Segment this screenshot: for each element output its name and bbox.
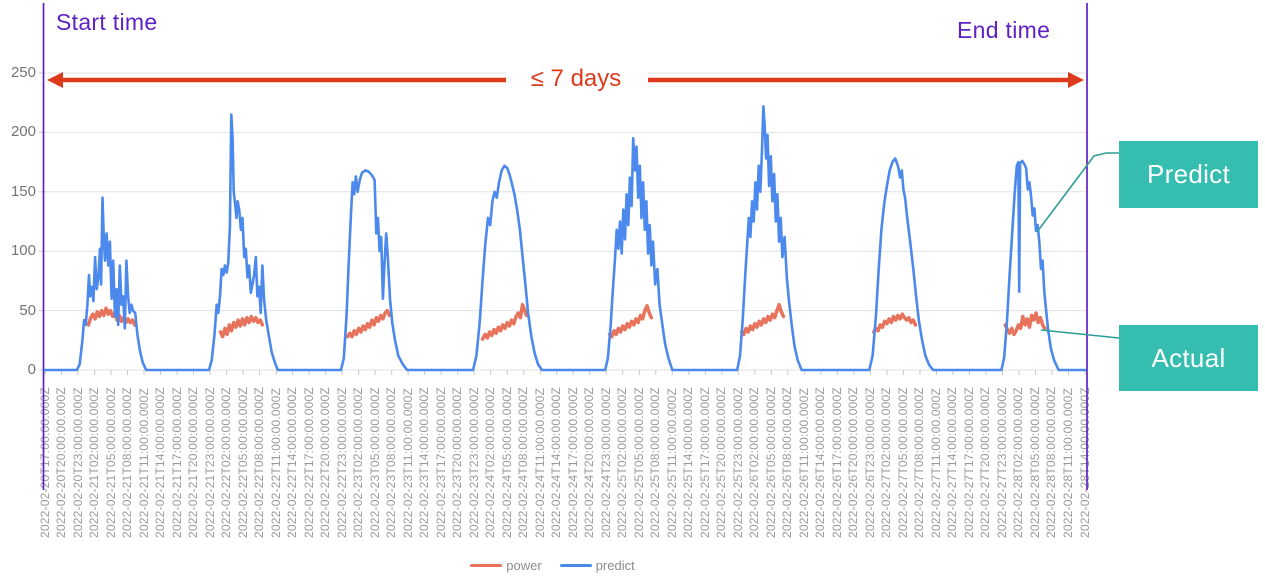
power-line bbox=[86, 306, 137, 327]
x-axis-label: 2022-02-22T05:00:00.000Z bbox=[235, 387, 250, 538]
x-axis-label: 2022-02-23T05:00:00.000Z bbox=[367, 387, 382, 538]
x-axis-label: 2022-02-22T11:00:00.000Z bbox=[268, 387, 283, 538]
x-axis-label: 2022-02-22T14:00:00.000Z bbox=[285, 387, 300, 538]
x-axis-label: 2022-02-26T02:00:00.000Z bbox=[747, 387, 762, 538]
x-axis-label: 2022-02-25T02:00:00.000Z bbox=[615, 387, 630, 538]
x-axis-label: 2022-02-25T20:00:00.000Z bbox=[714, 387, 729, 538]
x-axis-label: 2022-02-21T08:00:00.000Z bbox=[120, 387, 135, 538]
legend-swatch-power bbox=[470, 564, 503, 567]
power-line bbox=[739, 302, 786, 337]
x-axis-label: 2022-02-27T08:00:00.000Z bbox=[912, 387, 927, 538]
legend-swatch-predict bbox=[559, 564, 592, 567]
power-line bbox=[345, 308, 392, 339]
x-axis-label: 2022-02-24T20:00:00.000Z bbox=[582, 387, 597, 538]
x-axis-label: 2022-02-28T08:00:00.000Z bbox=[1044, 387, 1059, 538]
x-axis-label: 2022-02-21T02:00:00.000Z bbox=[87, 387, 102, 538]
x-axis-label: 2022-02-23T20:00:00.000Z bbox=[450, 387, 465, 538]
x-axis-label: 2022-02-26T05:00:00.000Z bbox=[763, 387, 778, 538]
x-axis-label: 2022-02-25T23:00:00.000Z bbox=[730, 387, 745, 538]
y-axis-label: 0 bbox=[27, 361, 36, 378]
start-time-label: Start time bbox=[56, 9, 158, 35]
x-axis-label: 2022-02-27T14:00:00.000Z bbox=[945, 387, 960, 538]
x-axis-label: 2022-02-23T02:00:00.000Z bbox=[351, 387, 366, 538]
chart-legend: power predict bbox=[0, 558, 1105, 573]
x-axis-label: 2022-02-21T11:00:00.000Z bbox=[136, 387, 151, 538]
predict-callout-label: Predict bbox=[1146, 159, 1231, 189]
power-line bbox=[218, 314, 265, 339]
x-axis-label: 2022-02-22T20:00:00.000Z bbox=[318, 387, 333, 538]
legend-item-power[interactable]: power bbox=[470, 558, 542, 573]
power-line bbox=[871, 312, 918, 334]
x-axis-label: 2022-02-27T02:00:00.000Z bbox=[879, 387, 894, 538]
x-axis-label: 2022-02-26T20:00:00.000Z bbox=[846, 387, 861, 538]
y-axis-label: 150 bbox=[10, 182, 36, 200]
x-axis-label: 2022-02-26T23:00:00.000Z bbox=[862, 387, 877, 538]
x-axis-label: 2022-02-26T14:00:00.000Z bbox=[813, 387, 828, 538]
x-axis-label: 2022-02-24T14:00:00.000Z bbox=[549, 387, 564, 538]
x-axis-label: 2022-02-28T11:00:00.000Z bbox=[1060, 387, 1075, 538]
x-axis-label: 2022-02-24T11:00:00.000Z bbox=[532, 387, 547, 538]
power-line bbox=[1003, 311, 1047, 337]
actual-callout-box: Actual bbox=[1119, 325, 1258, 391]
x-axis-label: 2022-02-21T14:00:00.000Z bbox=[153, 387, 168, 538]
y-axis-label: 200 bbox=[10, 123, 36, 141]
x-axis-label: 2022-02-23T14:00:00.000Z bbox=[417, 387, 432, 538]
end-time-label: End time bbox=[957, 17, 1051, 43]
legend-label-predict: predict bbox=[595, 558, 635, 573]
x-axis-label: 2022-02-21T23:00:00.000Z bbox=[202, 387, 217, 538]
x-axis-label: 2022-02-25T08:00:00.000Z bbox=[648, 387, 663, 538]
range-arrow-head-right bbox=[1068, 72, 1084, 88]
range-arrow-head-left bbox=[47, 72, 63, 88]
x-axis-label: 2022-02-27T23:00:00.000Z bbox=[994, 387, 1009, 538]
x-axis-label: 2022-02-23T23:00:00.000Z bbox=[466, 387, 481, 538]
x-axis-label: 2022-02-28T02:00:00.000Z bbox=[1011, 387, 1026, 538]
legend-label-power: power bbox=[506, 558, 542, 573]
x-axis-label: 2022-02-22T02:00:00.000Z bbox=[219, 387, 234, 538]
predict-connector-line bbox=[1036, 152, 1119, 233]
x-axis-label: 2022-02-22T17:00:00.000Z bbox=[301, 387, 316, 538]
x-axis-label: 2022-02-25T14:00:00.000Z bbox=[681, 387, 696, 538]
x-axis-label: 2022-02-20T23:00:00.000Z bbox=[70, 387, 85, 538]
predict-callout-box: Predict bbox=[1119, 141, 1258, 208]
x-axis-label: 2022-02-24T17:00:00.000Z bbox=[565, 387, 580, 538]
x-axis-label: 2022-02-22T08:00:00.000Z bbox=[252, 387, 267, 538]
actual-connector-line bbox=[1040, 329, 1120, 339]
y-axis-label: 250 bbox=[10, 64, 36, 81]
x-axis-label: 2022-02-26T17:00:00.000Z bbox=[829, 387, 844, 538]
x-axis-label: 2022-02-28T14:00:00.000Z bbox=[1077, 387, 1092, 538]
x-axis-label: 2022-02-25T05:00:00.000Z bbox=[631, 387, 646, 538]
x-axis-label: 2022-02-26T11:00:00.000Z bbox=[796, 387, 811, 538]
range-label: ≤ 7 days bbox=[530, 65, 622, 92]
power-line bbox=[607, 304, 654, 339]
x-axis-label: 2022-02-23T17:00:00.000Z bbox=[433, 387, 448, 538]
x-axis-label: 2022-02-24T08:00:00.000Z bbox=[516, 387, 531, 538]
x-axis-label: 2022-02-24T05:00:00.000Z bbox=[499, 387, 514, 538]
y-axis-label: 50 bbox=[19, 301, 36, 319]
actual-callout-label: Actual bbox=[1151, 342, 1226, 373]
x-axis-label: 2022-02-20T17:00:00.000Z bbox=[37, 387, 52, 538]
x-axis-label: 2022-02-24T02:00:00.000Z bbox=[483, 387, 498, 538]
y-axis-label: 100 bbox=[10, 242, 36, 260]
x-axis-label: 2022-02-22T23:00:00.000Z bbox=[334, 387, 349, 538]
x-axis-label: 2022-02-25T17:00:00.000Z bbox=[697, 387, 712, 538]
predict-line bbox=[43, 105, 1087, 372]
x-axis-label: 2022-02-20T20:00:00.000Z bbox=[54, 387, 68, 538]
x-axis-label: 2022-02-27T17:00:00.000Z bbox=[961, 387, 976, 538]
x-axis-label: 2022-02-25T11:00:00.000Z bbox=[664, 387, 679, 538]
x-axis-label: 2022-02-23T11:00:00.000Z bbox=[400, 387, 415, 538]
legend-item-predict[interactable]: predict bbox=[559, 558, 635, 573]
x-axis-label: 2022-02-21T20:00:00.000Z bbox=[186, 387, 201, 538]
x-axis-label: 2022-02-24T23:00:00.000Z bbox=[598, 387, 613, 538]
x-axis-label: 2022-02-23T08:00:00.000Z bbox=[384, 387, 399, 538]
x-axis-label: 2022-02-21T05:00:00.000Z bbox=[103, 387, 118, 538]
x-axis-label: 2022-02-26T08:00:00.000Z bbox=[780, 387, 795, 538]
x-axis-label: 2022-02-27T05:00:00.000Z bbox=[895, 387, 910, 538]
x-axis-label: 2022-02-28T05:00:00.000Z bbox=[1027, 387, 1042, 538]
x-axis-label: 2022-02-21T17:00:00.000Z bbox=[169, 387, 184, 538]
power-line bbox=[480, 302, 529, 341]
x-axis-label: 2022-02-27T11:00:00.000Z bbox=[928, 387, 943, 538]
x-axis-label: 2022-02-27T20:00:00.000Z bbox=[978, 387, 993, 538]
